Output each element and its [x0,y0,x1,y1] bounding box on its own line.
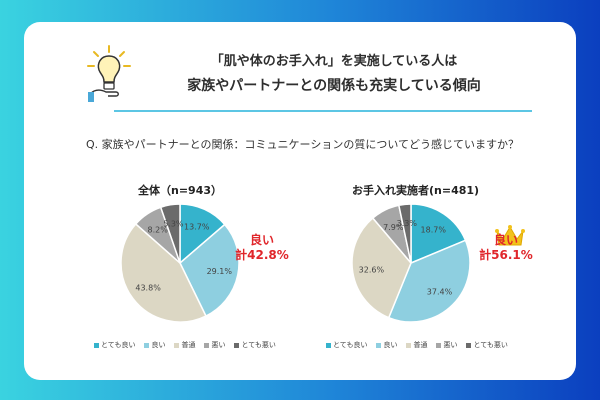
content-card: 「肌や体のお手入れ」を実施している人は 家族やパートナーとの関係も充実している傾… [24,22,576,380]
chart-2-callout-total: 計56.1% [479,248,533,262]
pie-slice [159,203,181,264]
legend-item: 普通 [406,340,427,350]
legend-item: とても悪い [234,340,276,350]
pie-chart-overall: 13.7% 29.1% 43.8% 8.2%5.3% [120,203,240,323]
legend-item: とても良い [326,340,367,350]
page-title: 「肌や体のお手入れ」を実施している人は 家族やパートナーとの関係も充実している傾… [134,52,534,97]
chart-2-callout-label: 良い [493,233,518,247]
legend-swatch [436,342,442,348]
pie-slice [397,203,412,264]
chart-1-callout-label: 良い [249,233,274,247]
slice-label: 3.3% [397,219,418,228]
pie-slice [120,222,207,323]
chart-1-callout: 良い 計42.8% [230,233,294,263]
pie-slice [410,203,467,265]
legend-item: 悪い [204,340,225,350]
legend-item: 悪い [436,340,457,350]
legend-swatch [234,342,240,348]
pie-slice [179,223,240,317]
legend-item: 良い [376,340,397,350]
slice-label: 37.4% [427,287,453,296]
legend-label: 普通 [413,341,428,349]
legend-label: 良い [383,341,398,349]
slice-label: 29.1% [207,267,233,276]
slice-label: 13.7% [184,223,210,232]
chart-1-title: 全体（n=943） [138,184,223,197]
pie-slice [351,216,412,319]
legend-item: とても良い [94,340,135,350]
slice-label: 5.3% [163,219,184,228]
legend-label: とても良い [333,341,368,349]
title-line-2: 家族やパートナーとの関係も充実している傾向 [187,78,481,94]
legend-swatch [406,342,412,348]
legend-item: とても悪い [466,340,508,350]
legend-swatch [144,342,150,348]
chart-1-legend: とても良い 良い 普通 悪い とても悪い [94,340,276,350]
slice-label: 8.2% [148,226,169,235]
pie-slice [387,239,471,323]
legend-item: 良い [144,340,165,350]
legend-label: 悪い [211,341,226,349]
legend-label: とても良い [101,341,136,349]
chart-1-callout-total: 計42.8% [235,248,289,262]
pie-chart-care-practitioners: 18.7% 37.4% 32.6% 7.9%3.3% [351,203,471,323]
chart-2-callout: 良い 計56.1% [474,233,538,263]
legend-label: とても悪い [473,341,508,349]
crown-icon [495,225,525,246]
legend-label: 普通 [181,341,196,349]
legend-label: 悪い [443,341,458,349]
chart-2-title: お手入れ実施者(n=481) [352,184,480,197]
legend-item: 普通 [174,340,195,350]
legend-swatch [376,342,382,348]
chart-2-legend: とても良い 良い 普通 悪い とても悪い [326,340,508,350]
title-divider [114,110,532,112]
legend-swatch [204,342,210,348]
title-line-1: 「肌や体のお手入れ」を実施している人は [210,54,458,69]
slice-label: 43.8% [135,283,161,292]
slice-label: 18.7% [421,226,447,235]
legend-swatch [174,342,180,348]
legend-label: 良い [151,341,166,349]
slice-label: 32.6% [359,265,385,274]
legend-swatch [94,342,99,348]
legend-label: とても悪い [241,341,276,349]
survey-question: Q. 家族やパートナーとの関係：コミュニケーションの質についてどう感じていますか… [86,138,519,151]
lightbulb-icon [87,45,131,102]
legend-swatch [466,342,472,348]
legend-swatch [326,342,331,348]
slice-label: 7.9% [383,223,404,232]
